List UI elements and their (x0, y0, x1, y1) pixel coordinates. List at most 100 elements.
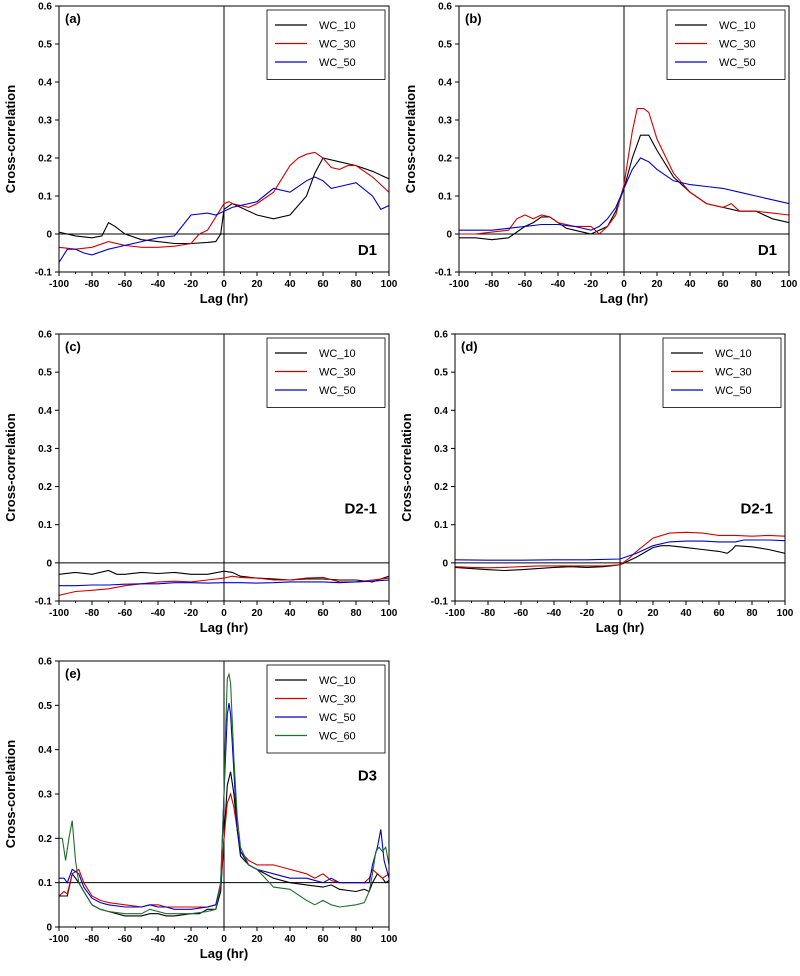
panel-c: -100 -80 -60 -40 -20 0 20 40 60 80 100 -0.1 0 0.1 0.2 0… (3, 330, 398, 636)
series-line-wc_50 (59, 579, 389, 587)
x-tick-label: -100 (49, 934, 69, 945)
x-tick-label: -100 (445, 608, 465, 619)
y-tick-label: 0.2 (38, 834, 52, 845)
x-axis-label: Lag (hr) (200, 291, 248, 306)
legend-box (666, 9, 786, 80)
panel-label: (d) (461, 339, 478, 354)
x-tick-label: -20 (580, 608, 595, 619)
legend-entry: WC_30 (715, 367, 752, 379)
legend: WC_10 WC_30 WC_50 (266, 337, 386, 408)
y-tick-label: 0.6 (38, 2, 52, 13)
y-tick-label: 0.4 (38, 745, 52, 756)
series-line-wc_30 (59, 151, 389, 250)
x-tick-label: 80 (746, 608, 758, 619)
y-tick-label: 0.3 (438, 116, 452, 127)
x-tick-label: 20 (251, 608, 263, 619)
x-tick-label: 80 (350, 279, 362, 290)
y-tick-label: 0.3 (38, 116, 52, 127)
y-tick-label: 0.2 (38, 154, 52, 165)
x-tick-label: 40 (284, 608, 296, 619)
panel-label: (b) (465, 11, 482, 26)
series-line-wc_50 (455, 539, 785, 561)
x-tick-label: 60 (317, 934, 329, 945)
y-tick-label: 0.2 (38, 482, 52, 493)
x-tick-label: -60 (118, 279, 133, 290)
legend-entry: WC_50 (319, 385, 356, 397)
x-tick-label: 0 (621, 279, 627, 290)
y-tick-label: 0.2 (434, 482, 448, 493)
x-axis-label: Lag (hr) (200, 620, 248, 635)
y-tick-label: 0.2 (438, 154, 452, 165)
x-tick-label: -60 (514, 608, 529, 619)
y-tick-label: 0 (46, 558, 52, 569)
region-label: D1 (358, 242, 377, 259)
legend-entry: WC_30 (319, 367, 356, 379)
x-tick-label: -40 (151, 279, 166, 290)
series-line-wc_50 (59, 703, 389, 910)
legend-entry: WC_10 (715, 348, 752, 360)
region-label: D3 (358, 768, 377, 785)
panel-label: (e) (65, 666, 81, 681)
x-tick-label: 80 (350, 608, 362, 619)
y-tick-label: 0.4 (38, 406, 52, 417)
legend-box (266, 337, 386, 408)
series-line-wc_30 (455, 531, 785, 569)
x-axis-label: Lag (hr) (200, 946, 248, 961)
x-tick-label: -80 (85, 279, 100, 290)
x-tick-label: -80 (85, 934, 100, 945)
y-tick-label: 0.3 (38, 444, 52, 455)
y-tick-label: 0 (46, 923, 52, 934)
x-tick-label: -20 (584, 279, 599, 290)
panel-b: -100 -80 -60 -40 -20 0 20 40 60 80 100 -0.1 0 0.1 0.2 0… (403, 2, 798, 307)
legend-box (266, 9, 386, 80)
x-tick-label: 40 (680, 608, 692, 619)
x-tick-label: 40 (684, 279, 696, 290)
y-tick-label: -0.1 (35, 268, 53, 279)
x-tick-label: 80 (350, 934, 362, 945)
y-axis-label: Cross-correlation (399, 413, 414, 521)
series-line-wc_60 (59, 672, 389, 915)
legend-entry: WC_10 (319, 20, 356, 32)
y-tick-label: 0.4 (438, 78, 452, 89)
x-tick-label: -40 (551, 279, 566, 290)
legend: WC_10 WC_30 WC_50 (662, 337, 782, 408)
x-tick-label: -60 (118, 608, 133, 619)
y-tick-label: 0.6 (434, 330, 448, 341)
y-axis-label: Cross-correlation (3, 740, 18, 848)
legend-entry: WC_10 (319, 348, 356, 360)
series-line-wc_30 (459, 108, 789, 235)
x-tick-label: 20 (251, 934, 263, 945)
y-tick-label: 0.5 (38, 701, 52, 712)
panel-a: -100 -80 -60 -40 -20 0 20 40 60 80 100 -0.1 0 0.1 0.2 0… (3, 2, 398, 307)
panel-label: (c) (65, 339, 81, 354)
series-line-wc_50 (59, 176, 389, 263)
legend-entry: WC_30 (719, 39, 756, 51)
x-tick-label: -100 (49, 279, 69, 290)
y-tick-label: 0.1 (438, 192, 452, 203)
y-tick-label: 0.3 (38, 790, 52, 801)
region-label: D2-1 (344, 500, 377, 517)
x-tick-label: 40 (284, 934, 296, 945)
x-axis-label: Lag (hr) (596, 620, 644, 635)
panel-label: (a) (65, 11, 81, 26)
x-tick-label: 60 (317, 279, 329, 290)
x-tick-label: 0 (617, 608, 623, 619)
series-line-wc_30 (59, 575, 389, 596)
y-tick-label: 0.3 (434, 444, 448, 455)
x-tick-label: 20 (251, 279, 263, 290)
y-tick-label: 0.6 (38, 657, 52, 668)
legend-entry: WC_10 (319, 675, 356, 687)
legend-entry: WC_50 (319, 712, 356, 724)
x-tick-label: 100 (381, 608, 398, 619)
y-axis-label: Cross-correlation (3, 85, 18, 193)
y-tick-label: 0.5 (38, 368, 52, 379)
y-tick-label: 0.1 (38, 878, 52, 889)
y-tick-label: 0 (446, 230, 452, 241)
x-tick-label: 60 (713, 608, 725, 619)
region-label: D1 (758, 242, 777, 259)
x-tick-label: -20 (184, 279, 199, 290)
x-tick-label: 100 (381, 934, 398, 945)
legend-entry: WC_50 (319, 57, 356, 69)
x-tick-label: -40 (151, 934, 166, 945)
x-tick-label: -100 (449, 279, 469, 290)
